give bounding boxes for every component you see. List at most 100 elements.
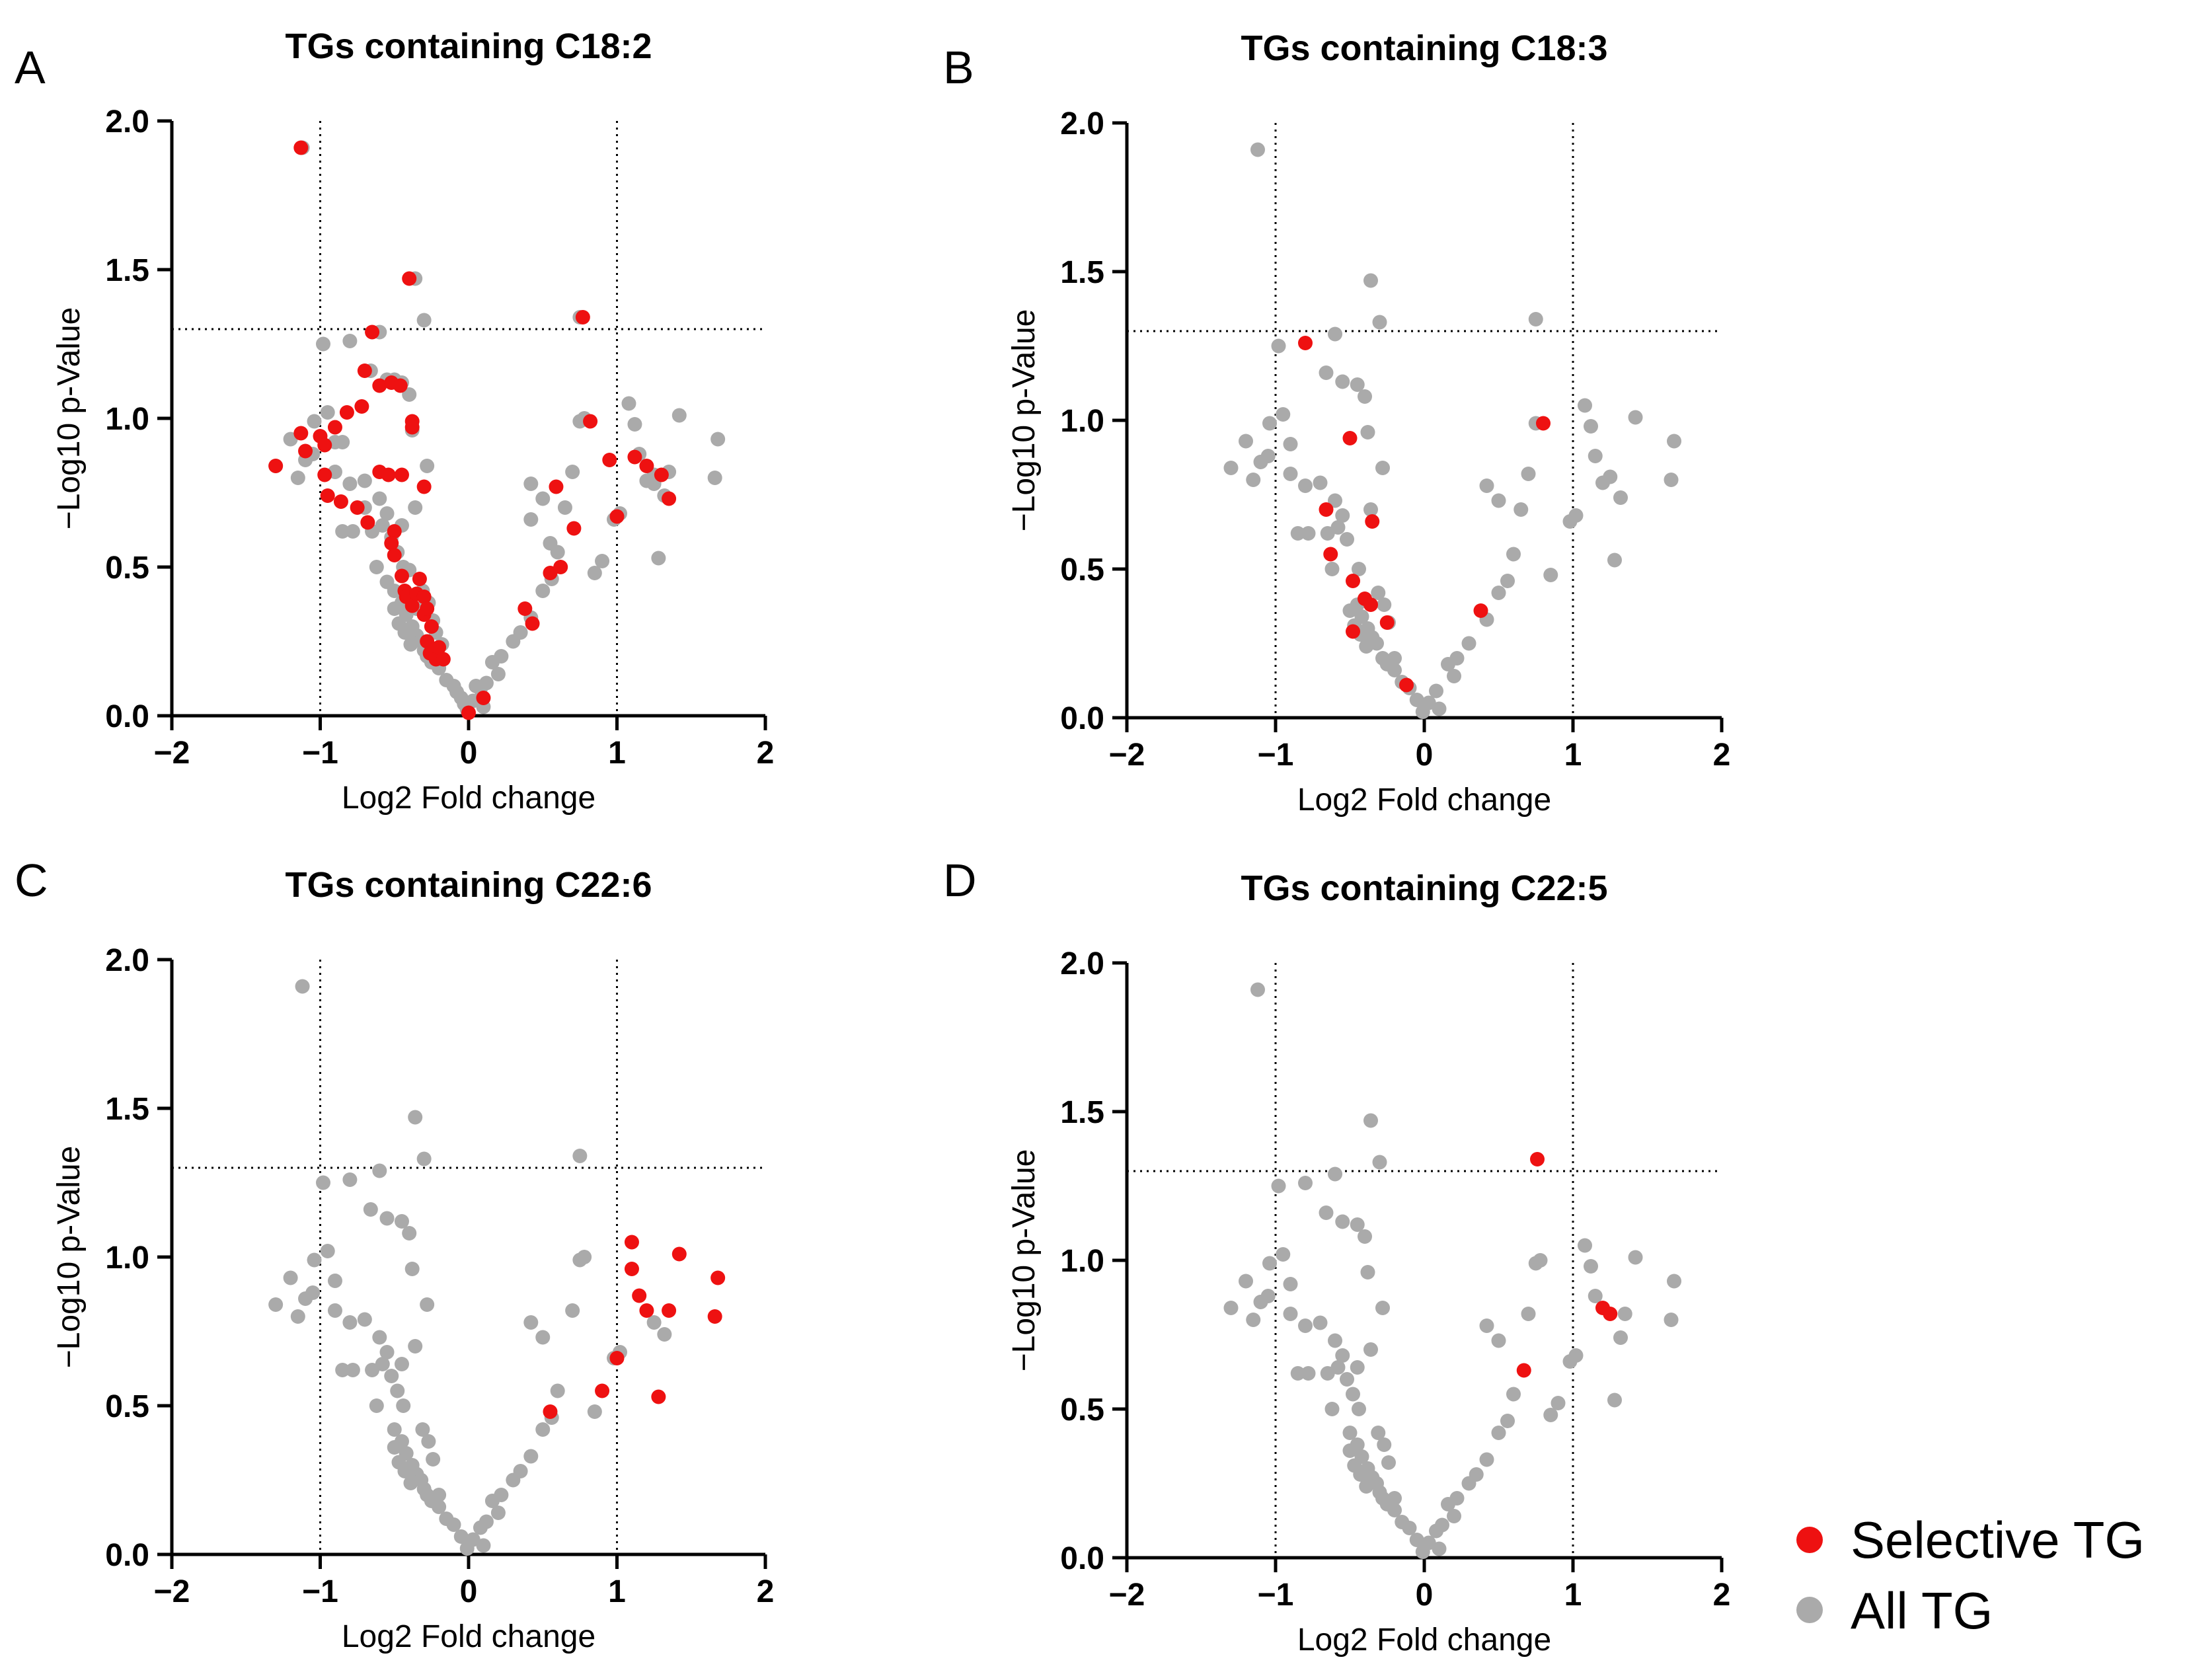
x-tick-label: 1 — [1564, 1578, 1582, 1613]
data-point-all — [1260, 449, 1276, 463]
data-point-all — [1377, 1437, 1392, 1452]
data-point-all — [290, 471, 305, 485]
panel-label-a: A — [15, 42, 46, 93]
data-point-selective — [387, 524, 402, 539]
y-tick-label: 0.5 — [1060, 553, 1104, 588]
data-point-selective — [624, 1235, 639, 1250]
data-point-all — [1568, 508, 1584, 523]
data-point-all — [384, 1369, 399, 1383]
data-point-all — [1449, 651, 1465, 666]
y-axis-label: −Log10 p-Value — [52, 307, 87, 530]
data-point-selective — [609, 1351, 625, 1365]
data-point-selective — [1473, 603, 1488, 618]
data-point-all — [710, 432, 726, 447]
data-point-all — [416, 313, 432, 328]
data-point-selective — [602, 453, 617, 467]
data-point-all — [1360, 1265, 1375, 1279]
data-point-all — [421, 1434, 436, 1449]
data-point-all — [397, 625, 412, 640]
x-tick-label: 0 — [460, 736, 478, 771]
data-point-all — [375, 518, 390, 533]
series-all-tg — [1223, 142, 1681, 719]
data-point-all — [1301, 1366, 1316, 1381]
y-tick-label: 0.5 — [105, 551, 149, 586]
data-point-all — [707, 471, 722, 485]
data-point-all — [469, 679, 484, 693]
data-point-selective — [662, 491, 677, 506]
data-point-all — [1435, 1517, 1449, 1533]
data-point-all — [1613, 1330, 1628, 1345]
data-point-all — [357, 473, 372, 488]
data-point-all — [1664, 473, 1679, 487]
data-point-all — [1271, 1178, 1286, 1194]
data-point-all — [523, 512, 539, 527]
data-point-all — [1223, 461, 1239, 475]
data-point-all — [420, 1297, 435, 1312]
data-point-all — [1479, 1452, 1494, 1467]
y-tick-label: 0.0 — [105, 699, 149, 734]
data-point-all — [1271, 338, 1286, 354]
data-point-all — [375, 1357, 390, 1371]
data-point-all — [1335, 1214, 1350, 1229]
data-point-all — [1387, 651, 1402, 666]
data-point-all — [453, 1529, 469, 1544]
data-point-all — [577, 1250, 592, 1264]
data-point-all — [1372, 1155, 1387, 1170]
data-point-all — [1324, 562, 1340, 576]
data-point-all — [1514, 502, 1529, 517]
data-point-selective — [1530, 1152, 1545, 1166]
data-point-selective — [549, 479, 564, 494]
data-point-all — [1276, 1247, 1291, 1262]
data-point-all — [1429, 683, 1443, 699]
x-tick-label: 0 — [460, 1574, 478, 1609]
data-point-all — [1335, 374, 1350, 389]
data-point-all — [394, 1357, 409, 1371]
y-tick-label: 0.5 — [105, 1389, 149, 1424]
data-point-all — [387, 1440, 402, 1455]
y-tick-label: 2.0 — [105, 104, 149, 139]
data-point-all — [1387, 1491, 1402, 1506]
data-point-all — [283, 1270, 298, 1285]
data-point-all — [513, 625, 528, 640]
x-axis-label: Log2 Fold change — [342, 781, 595, 816]
data-point-all — [342, 1315, 358, 1330]
data-point-all — [372, 1330, 387, 1345]
data-point-all — [1313, 1315, 1328, 1330]
data-point-all — [1330, 1360, 1346, 1375]
data-point-all — [403, 637, 418, 652]
data-point-selective — [1363, 597, 1378, 612]
panel-b: B TGs containing C18:3 0.0 0.5 1.0 1.5 2.0 −2 −1… — [943, 28, 1730, 818]
data-point-all — [268, 1297, 284, 1312]
data-point-selective — [350, 500, 365, 515]
data-point-selective — [402, 271, 417, 286]
data-point-all — [1262, 416, 1277, 431]
data-point-all — [1584, 1259, 1598, 1274]
data-point-all — [1387, 1503, 1402, 1517]
series-all-tg — [268, 979, 672, 1556]
x-tick-label: 1 — [1564, 738, 1582, 773]
data-point-all — [557, 500, 572, 515]
data-point-selective — [662, 1303, 677, 1318]
y-tick-label: 1.0 — [1060, 1244, 1104, 1279]
data-point-all — [671, 408, 687, 423]
data-point-selective — [404, 598, 420, 613]
data-point-all — [1350, 1217, 1365, 1232]
data-point-selective — [518, 601, 533, 616]
data-point-all — [342, 334, 358, 348]
data-point-all — [1447, 669, 1461, 683]
data-point-all — [1342, 1443, 1358, 1458]
data-point-all — [307, 1252, 322, 1268]
data-point-all — [595, 554, 610, 568]
data-point-all — [402, 387, 417, 402]
data-point-all — [1301, 526, 1316, 541]
data-point-all — [1363, 1113, 1378, 1128]
data-point-all — [1363, 502, 1378, 517]
data-point-all — [1250, 982, 1265, 997]
panel-c: C TGs containing C22:6 0.0 0.5 1.0 1.5 2.0 −2 −1… — [15, 855, 774, 1654]
x-tick-label: 1 — [608, 1574, 626, 1609]
data-point-all — [305, 1285, 321, 1300]
data-point-all — [1342, 603, 1358, 618]
data-point-all — [651, 551, 666, 566]
data-point-selective — [394, 568, 409, 584]
